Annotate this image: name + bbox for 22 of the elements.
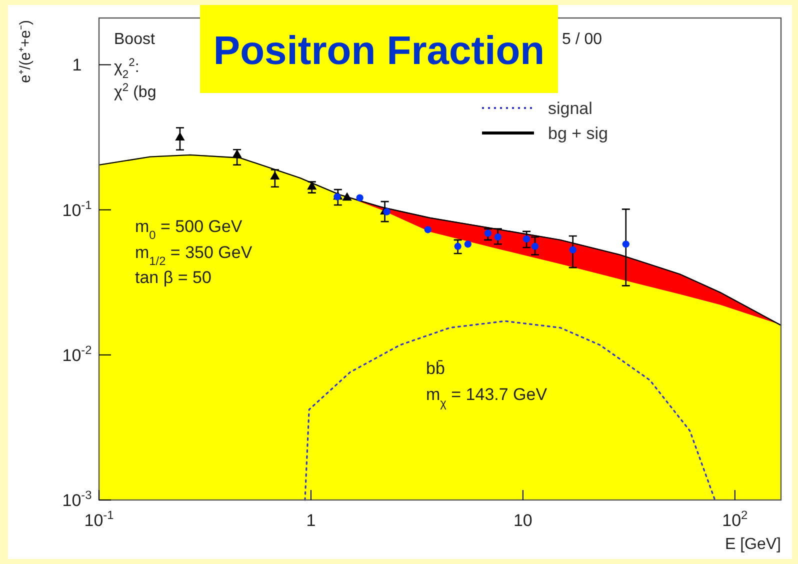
y-tick-label: 1 (72, 56, 82, 75)
annotation: χ$^{2}$ (bg (114, 82, 156, 101)
annotation: bb̄ (426, 359, 445, 378)
x-tick-label: 10$^{-1}$ (84, 508, 114, 530)
x-tick-label: 1 (306, 511, 316, 530)
annotation: 5 / 00 (562, 31, 602, 48)
legend-label: signal (548, 99, 592, 118)
chart-title: Positron Fraction (213, 29, 545, 73)
annotation: χ$_{2}$$^{2}$: (114, 57, 140, 81)
x-tick-label: 10 (513, 511, 532, 530)
y-axis-title: e⁺/(e⁺+e⁻) (17, 20, 34, 83)
annotation: m$_{1/2}$ = 350 GeV (135, 243, 253, 268)
y-tick-label: 10$^{-2}$ (62, 342, 92, 365)
annotation: tan β = 50 (135, 268, 212, 287)
y-tick-label: 10$^{-1}$ (62, 198, 92, 220)
x-tick-label: 10$^{2}$ (722, 508, 748, 530)
annotation: m$_{χ}$ = 143.7 GeV (426, 385, 548, 410)
annotation: Boost (114, 31, 156, 48)
annotation: m$_{0}$ = 500 GeV (135, 217, 243, 242)
y-tick-label: 10$^{-3}$ (62, 488, 92, 510)
x-axis-title: E [GeV] (724, 536, 781, 553)
legend-label: bg + sig (548, 124, 608, 143)
